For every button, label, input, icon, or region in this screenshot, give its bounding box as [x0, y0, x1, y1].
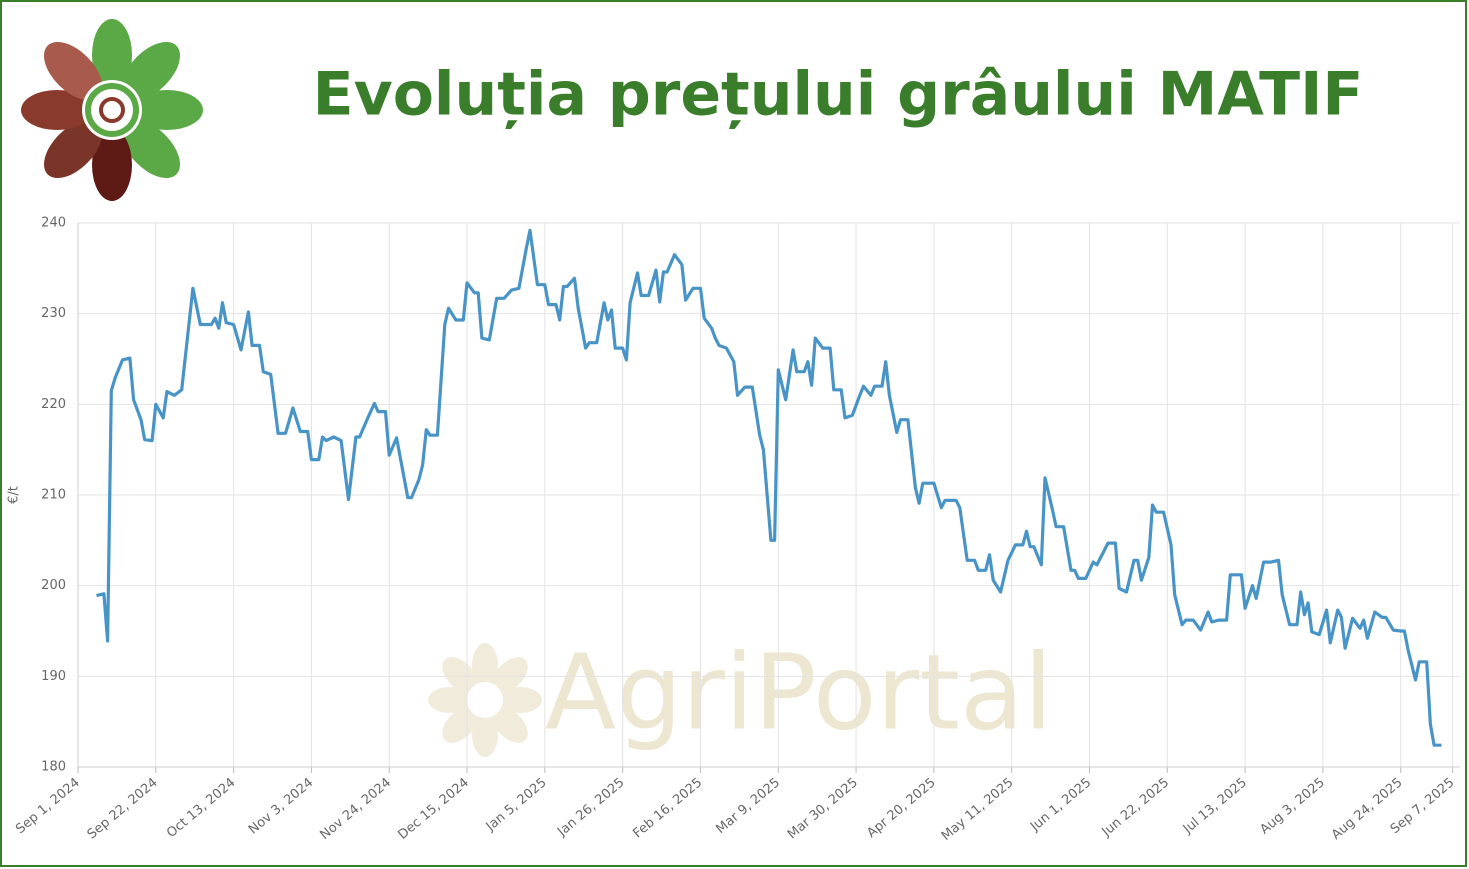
y-tick-label: 210 [41, 488, 66, 503]
y-tick-label: 180 [41, 760, 66, 775]
chart-title: Evoluția prețului grâului MATIF [313, 60, 1364, 130]
y-tick-label: 230 [41, 306, 66, 321]
y-tick-label: 240 [41, 216, 66, 231]
watermark: AgriPortal [545, 631, 1053, 753]
y-tick-label: 190 [41, 669, 66, 684]
price-line [96, 228, 1442, 747]
watermark-logo [428, 643, 542, 757]
logo [21, 19, 203, 201]
y-tick-label: 200 [41, 578, 66, 593]
y-tick-label: 220 [41, 397, 66, 412]
y-axis-label: €/t [7, 486, 22, 504]
